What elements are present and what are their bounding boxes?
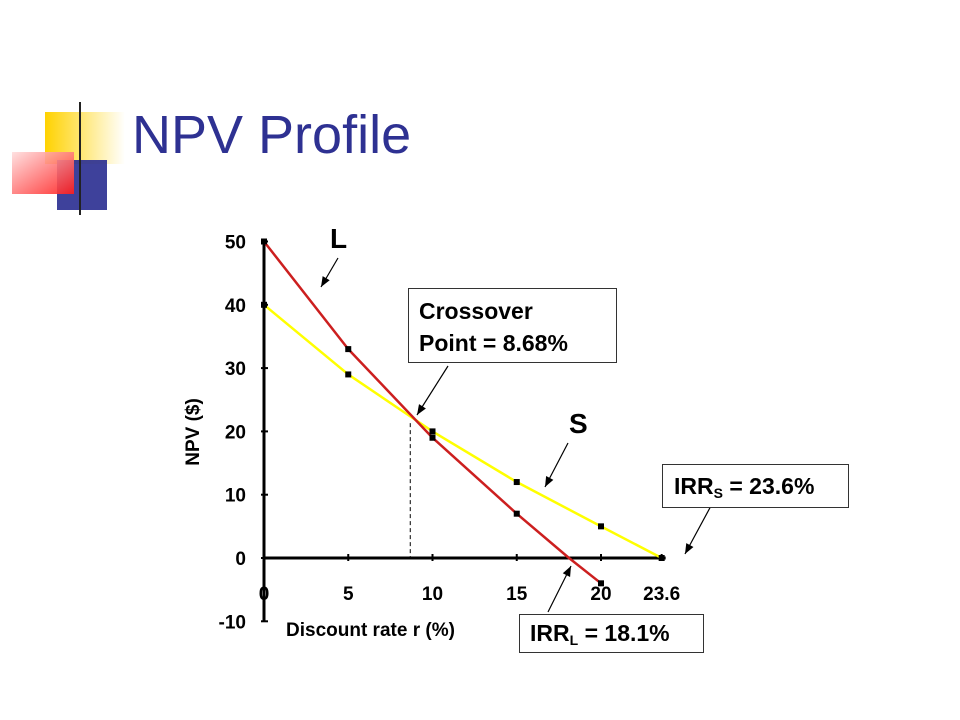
y-tick-label: 20 <box>225 422 246 443</box>
y-tick-label: 40 <box>225 296 246 317</box>
irr-s-subscript: S <box>713 485 723 501</box>
irr-s-main: IRR <box>674 473 714 499</box>
series-label-l: L <box>330 223 348 254</box>
data-point-s <box>261 301 267 308</box>
y-axis-label: NPV ($) <box>183 398 204 466</box>
arrow-to-irr-l <box>547 565 572 613</box>
data-point-l <box>345 346 352 353</box>
irr-l-annotation: IRRL = 18.1% <box>519 614 704 653</box>
x-tick-label: 20 <box>590 584 611 605</box>
x-tick-label: 23.6 <box>643 584 680 605</box>
data-point-l <box>261 238 267 245</box>
irr-s-annotation: IRRS = 23.6% <box>662 464 849 508</box>
crossover-text-line1: Crossover <box>419 298 533 324</box>
arrow-to-s-head <box>545 476 554 487</box>
arrow-to-irr-s-head <box>685 543 694 554</box>
tick-labels: -10 0 10 20 30 40 50 0 5 10 15 20 23.6 <box>219 233 681 634</box>
series-lines <box>263 240 663 585</box>
x-tick-label: 15 <box>506 584 528 605</box>
data-point-s <box>658 555 665 561</box>
arrow-to-l-head <box>321 276 330 287</box>
arrow-to-crossover-head <box>417 404 426 415</box>
x-tick-label: 10 <box>422 584 443 605</box>
data-point-l <box>429 434 436 441</box>
irr-l-value: = 18.1% <box>578 620 670 646</box>
data-point-s <box>598 523 604 530</box>
data-point-s <box>429 428 436 435</box>
series-label-s: S <box>569 408 588 439</box>
y-tick-label: 30 <box>225 359 246 380</box>
data-point-s <box>345 371 352 378</box>
series-line-l <box>263 240 602 585</box>
data-point-l <box>513 510 520 517</box>
irr-s-value: = 23.6% <box>722 473 815 499</box>
y-tick-label: 50 <box>225 233 246 254</box>
arrow-to-l <box>320 257 339 288</box>
data-point-s <box>513 479 520 486</box>
y-tick-label: 10 <box>225 486 246 507</box>
y-tick-label: 0 <box>235 549 246 570</box>
title-decoration <box>12 102 900 215</box>
arrow-to-crossover <box>416 365 449 416</box>
x-axis-label: Discount rate r (%) <box>286 620 455 641</box>
y-tick-label: -10 <box>219 612 246 633</box>
series-line-s <box>263 303 663 560</box>
arrow-to-s <box>544 442 569 488</box>
x-tick-label: 5 <box>343 584 354 605</box>
arrow-to-irr-s <box>684 503 713 555</box>
irr-l-subscript: L <box>569 632 579 648</box>
data-point-l <box>598 580 604 587</box>
x-tick-label: 0 <box>259 584 270 605</box>
irr-l-main: IRR <box>530 620 570 646</box>
annotation-arrows <box>320 257 713 613</box>
series-markers <box>261 238 665 587</box>
arrow-to-irr-l-head <box>562 566 571 577</box>
crossover-annotation: Crossover Point = 8.68% <box>408 288 617 363</box>
slide-title: NPV Profile <box>132 105 412 165</box>
crossover-text-line2: Point = 8.68% <box>419 330 568 356</box>
